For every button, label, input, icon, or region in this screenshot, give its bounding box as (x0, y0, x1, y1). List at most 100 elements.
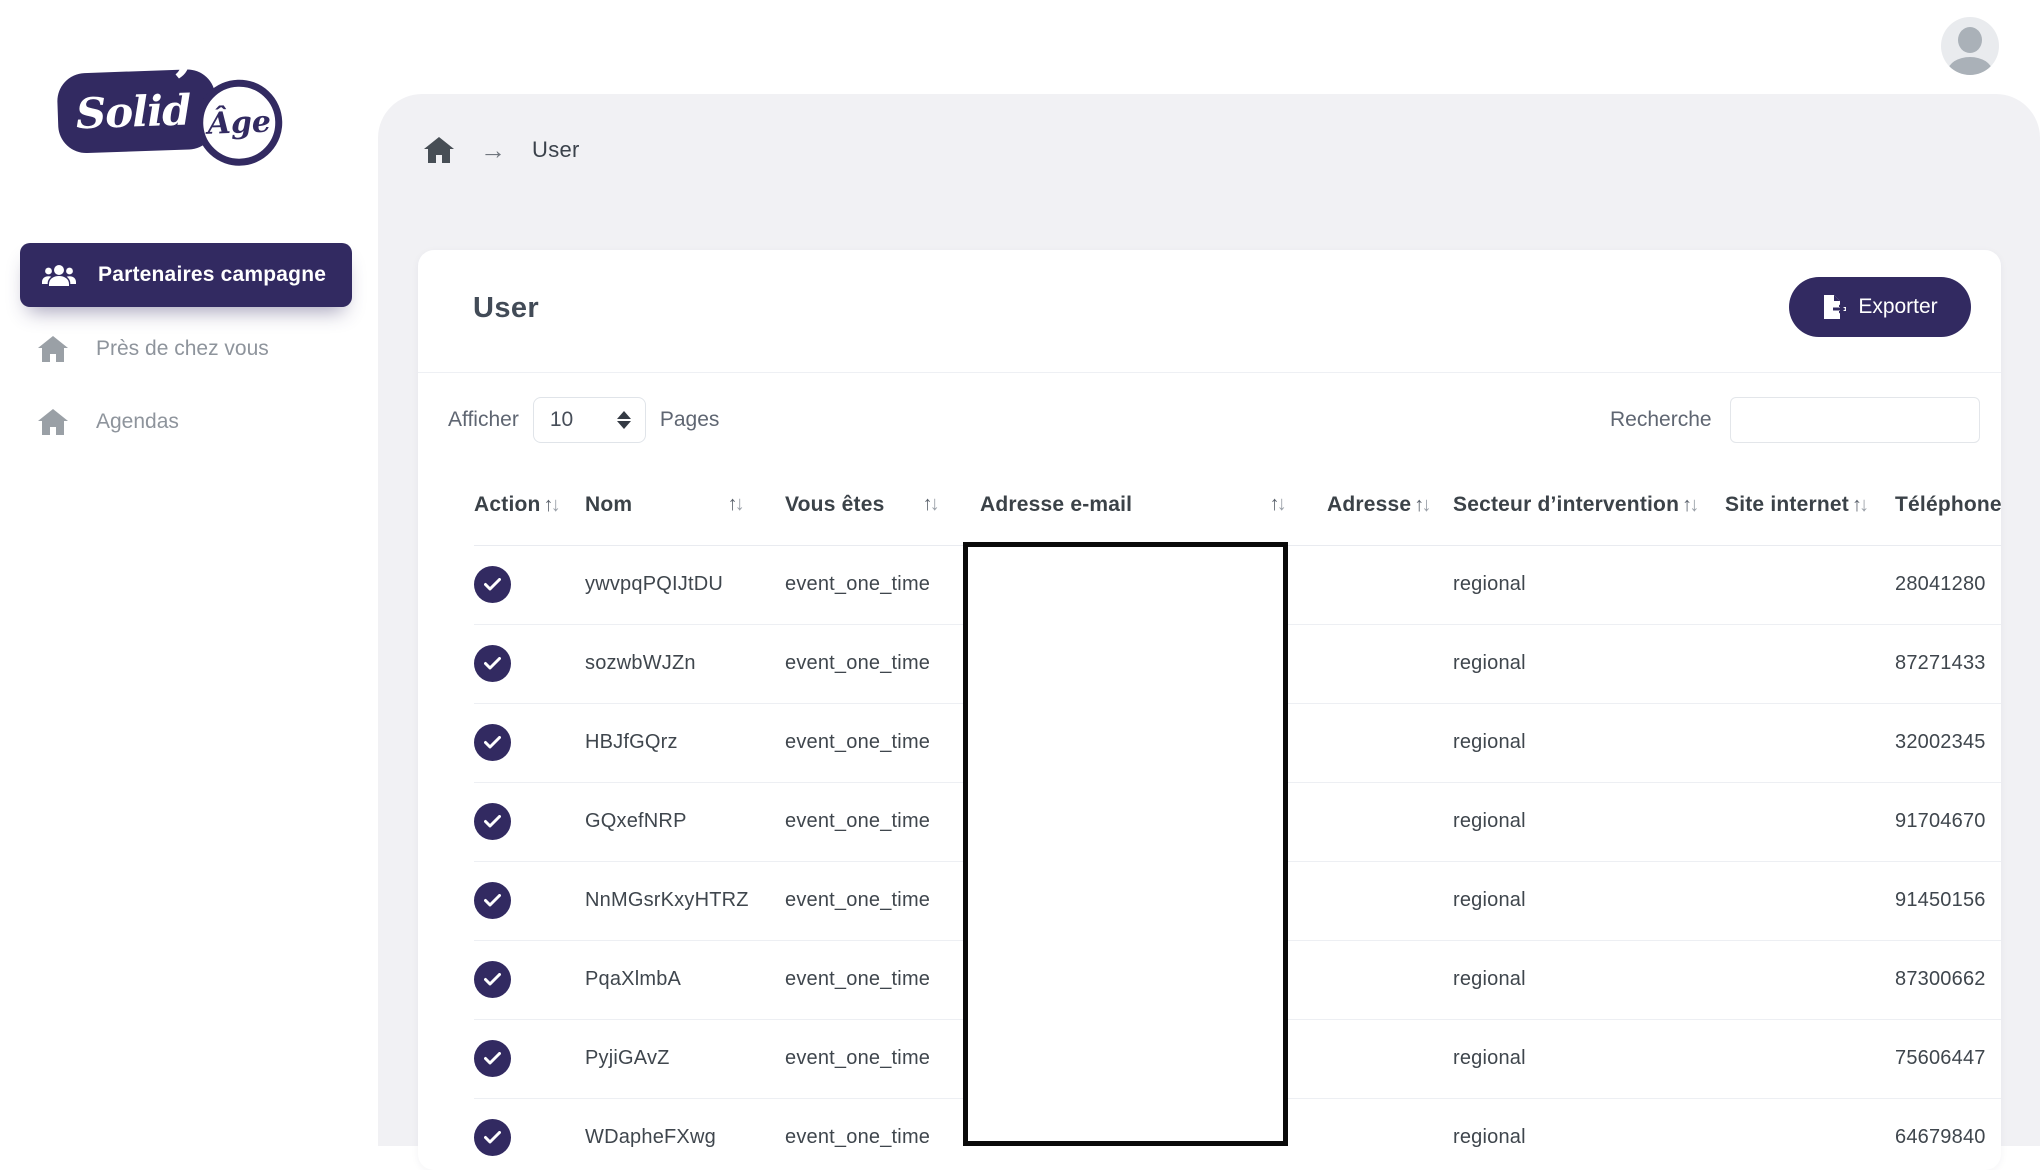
cell-site-internet (1725, 1098, 1895, 1170)
column-header-nom[interactable]: Nom ↑↓ (585, 465, 785, 546)
cell-secteur: regional (1453, 703, 1725, 783)
logo-circle: Âge (194, 78, 284, 168)
check-action-button[interactable] (474, 645, 511, 682)
sidebar-item-pres-de-chez-vous[interactable]: Près de chez vous (38, 335, 269, 363)
cell-telephone: 91450156 (1895, 861, 2001, 941)
column-header-vous-etes[interactable]: Vous êtes ↑↓ (785, 465, 980, 546)
check-action-button[interactable] (474, 882, 511, 919)
check-icon (484, 1131, 501, 1144)
cell-telephone: 32002345 (1895, 703, 2001, 783)
breadcrumb-current-page: User (532, 137, 580, 162)
page-size-select[interactable]: 10 (532, 397, 646, 443)
avatar-person-icon (1958, 27, 1982, 53)
sort-icon[interactable]: ↑↓ (1851, 493, 1870, 516)
sidebar-item-partenaires-campagne[interactable]: Partenaires campagne (20, 243, 352, 307)
cell-adresse (1327, 624, 1453, 704)
sort-icon[interactable]: ↑↓ (1414, 493, 1432, 516)
cell-nom: NnMGsrKxyHTRZ (585, 861, 785, 941)
select-arrows-icon (616, 411, 631, 429)
cell-site-internet (1725, 861, 1895, 941)
column-header-secteur[interactable]: Secteur d’intervention ↑↓ (1453, 465, 1725, 546)
home-icon (38, 335, 68, 363)
check-icon (484, 973, 501, 986)
cell-nom: GQxefNRP (585, 782, 785, 862)
check-action-button[interactable] (474, 566, 511, 603)
cell-vous-etes: event_one_time (785, 1098, 980, 1170)
pages-label: Pages (659, 408, 720, 431)
check-icon (484, 1052, 501, 1065)
cell-telephone: 75606447 (1895, 1019, 2001, 1099)
cell-adresse (1327, 1098, 1453, 1170)
search-control: Recherche (1610, 397, 1980, 443)
cell-nom: sozwbWJZn (585, 624, 785, 704)
check-icon (484, 736, 501, 749)
cell-secteur: regional (1453, 545, 1725, 625)
column-header-adresse[interactable]: Adresse ↑↓ (1327, 465, 1453, 546)
cell-secteur: regional (1453, 1019, 1725, 1099)
search-input[interactable] (1729, 397, 1980, 443)
cell-secteur: regional (1453, 1098, 1725, 1170)
redaction-box (963, 542, 1288, 1146)
column-header-adresse-email[interactable]: Adresse e-mail ↑↓ (980, 465, 1327, 546)
solidage-logo[interactable]: Solid ’ Âge (56, 47, 290, 176)
check-icon (484, 578, 501, 591)
cell-telephone: 87300662 (1895, 940, 2001, 1020)
cell-secteur: regional (1453, 940, 1725, 1020)
cell-vous-etes: event_one_time (785, 624, 980, 704)
sort-icon[interactable]: ↑↓ (543, 493, 561, 516)
main-panel: → User User Exporter Afficher (378, 94, 2040, 1170)
cell-vous-etes: event_one_time (785, 782, 980, 862)
sidebar-item-label: Près de chez vous (96, 337, 269, 360)
column-header-site-internet[interactable]: Site internet ↑↓ (1725, 465, 1895, 546)
cell-adresse (1327, 782, 1453, 862)
cell-adresse (1327, 545, 1453, 625)
check-action-button[interactable] (474, 724, 511, 761)
sidebar-item-label: Agendas (96, 410, 179, 433)
sidebar-item-label: Partenaires campagne (98, 263, 327, 286)
home-icon (38, 408, 68, 436)
breadcrumb-home-icon[interactable] (424, 136, 454, 164)
logo-apostrophe: ’ (171, 47, 197, 123)
logo-rect: Solid ’ (56, 47, 218, 154)
column-header-action[interactable]: Action ↑↓ (474, 465, 585, 546)
cell-secteur: regional (1453, 782, 1725, 862)
column-header-telephone[interactable]: Téléphone (1895, 465, 2001, 546)
cell-nom: WDapheFXwg (585, 1098, 785, 1170)
cell-site-internet (1725, 703, 1895, 783)
cell-telephone: 28041280 (1895, 545, 2001, 625)
check-icon (484, 815, 501, 828)
check-icon (484, 894, 501, 907)
cell-adresse (1327, 1019, 1453, 1099)
sort-icon[interactable]: ↑↓ (727, 493, 745, 515)
export-button[interactable]: Exporter (1789, 277, 1971, 337)
cell-vous-etes: event_one_time (785, 1019, 980, 1099)
check-action-button[interactable] (474, 961, 511, 998)
sort-icon[interactable]: ↑↓ (1269, 493, 1287, 515)
sidebar-item-agendas[interactable]: Agendas (38, 408, 179, 436)
check-action-button[interactable] (474, 1119, 511, 1156)
cell-site-internet (1725, 940, 1895, 1020)
page-size-value: 10 (549, 408, 574, 431)
cell-site-internet (1725, 1019, 1895, 1099)
check-action-button[interactable] (474, 803, 511, 840)
cell-vous-etes: event_one_time (785, 940, 980, 1020)
check-icon (484, 657, 501, 670)
cell-secteur: regional (1453, 861, 1725, 941)
cell-vous-etes: event_one_time (785, 545, 980, 625)
sort-icon[interactable]: ↑↓ (922, 493, 940, 515)
export-button-label: Exporter (1858, 295, 1938, 318)
sort-icon[interactable]: ↑↓ (1682, 493, 1700, 516)
cell-site-internet (1725, 545, 1895, 625)
user-card: User Exporter Afficher 10 (418, 250, 2001, 1170)
table-row: NnMGsrKxyHTRZ event_one_time regional 91… (474, 861, 2001, 941)
cell-telephone: 91704670 (1895, 782, 2001, 862)
card-divider (418, 372, 2001, 373)
cell-telephone: 87271433 (1895, 624, 2001, 704)
cell-secteur: regional (1453, 624, 1725, 704)
cell-site-internet (1725, 782, 1895, 862)
check-action-button[interactable] (474, 1040, 511, 1077)
logo-text-age: Âge (206, 104, 272, 142)
breadcrumb-arrow-icon: → (480, 135, 506, 165)
users-icon (42, 262, 76, 288)
user-avatar[interactable] (1941, 17, 1999, 75)
